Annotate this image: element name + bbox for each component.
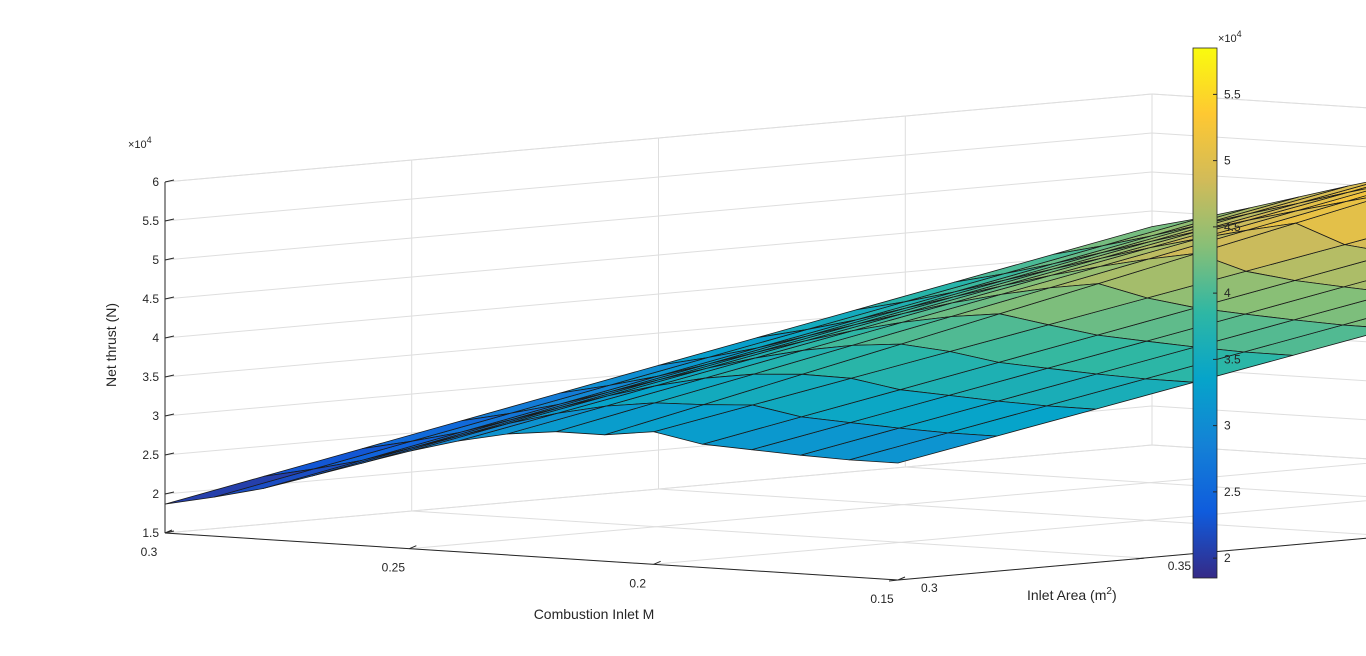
x-tick-label: 0.3 [141,545,158,559]
z-multiplier: ×104 [128,135,152,151]
colorbar-tick-label: 5.5 [1224,87,1241,101]
z-tick-label: 5.5 [142,214,159,228]
grid-line-z [165,133,1366,221]
z-axis-label: Net thrust (N) [103,303,119,387]
surface-face [313,432,461,469]
colorbar-tick-label: 5 [1224,154,1231,168]
colorbar-tick-label: 3 [1224,419,1231,433]
colorbar-tick-label: 4 [1224,286,1231,300]
x-tick-label: 0.25 [382,561,406,575]
z-tick-label: 2.5 [142,448,159,462]
x-tick-label: 0.15 [870,592,894,606]
surface-face [264,441,412,476]
surface-mesh [165,132,1366,504]
z-tick-label: 4.5 [142,292,159,306]
x-axis-line [165,533,898,580]
y-axis-label: Inlet Area (m2) [1027,586,1117,603]
y-tick-label: 0.3 [921,581,938,595]
colorbar-gradient [1193,48,1217,578]
x-tick-label: 0.2 [629,576,646,590]
y-tick-mark [1136,558,1145,559]
z-tick-label: 3 [152,409,159,423]
grid-line-z [165,94,1366,182]
z-tick-label: 4 [152,331,159,345]
x-axis-label: Combustion Inlet M [534,606,655,622]
colorbar-multiplier: ×104 [1218,29,1242,45]
z-tick-label: 1.5 [142,526,159,540]
colorbar-tick-label: 4.5 [1224,220,1241,234]
colorbar-tick-label: 3.5 [1224,352,1241,366]
box-edge [165,94,1366,182]
surface-face [165,469,313,504]
colorbar-tick-label: 2 [1224,551,1231,565]
y-tick-label: 0.35 [1168,559,1192,573]
z-tick-label: 3.5 [142,370,159,384]
z-tick-label: 5 [152,253,159,267]
z-tick-label: 6 [152,175,159,189]
y-tick-mark [889,580,898,581]
z-tick-label: 2 [152,487,159,501]
colorbar-tick-label: 2.5 [1224,485,1241,499]
